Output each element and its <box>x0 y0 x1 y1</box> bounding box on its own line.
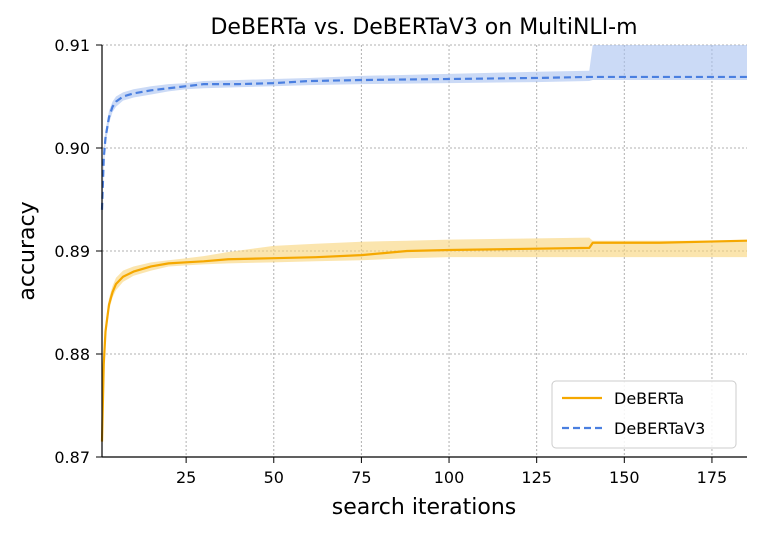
x-tick-label: 125 <box>521 468 552 487</box>
y-tick-label: 0.89 <box>54 242 90 261</box>
y-tick-label: 0.90 <box>54 139 90 158</box>
y-tick-label: 0.91 <box>54 36 90 55</box>
chart-title: DeBERTa vs. DeBERTaV3 on MultiNLI-m <box>210 15 637 40</box>
y-tick-label: 0.87 <box>54 448 90 467</box>
legend-label-deberta: DeBERTa <box>614 389 684 408</box>
series-lines <box>100 75 748 442</box>
ticks: 25 50 75 100 125 150 175 0.87 0.88 0.89 0.90 0.91 <box>54 36 727 487</box>
debertav3-confidence-band <box>102 45 747 221</box>
legend-label-debertav3: DeBERTaV3 <box>614 419 705 438</box>
x-tick-label: 75 <box>351 468 371 487</box>
x-tick-label: 150 <box>609 468 640 487</box>
debertav3-line <box>100 75 747 210</box>
y-tick-label: 0.88 <box>54 345 90 364</box>
legend: DeBERTa DeBERTaV3 <box>551 380 737 449</box>
x-tick-label: 100 <box>434 468 465 487</box>
x-tick-label: 175 <box>697 468 728 487</box>
x-axis-label: search iterations <box>332 495 516 520</box>
deberta-line <box>100 239 748 442</box>
x-tick-label: 50 <box>264 468 284 487</box>
y-axis-label: accuracy <box>15 201 40 300</box>
x-tick-label: 25 <box>176 468 196 487</box>
